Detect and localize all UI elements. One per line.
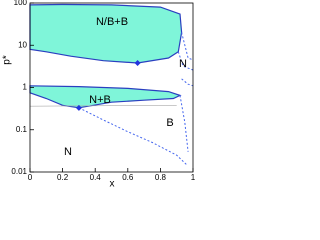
phase-region xyxy=(29,85,182,109)
dashed-boundary xyxy=(179,95,189,152)
x-tick-label: 0.8 xyxy=(155,173,167,182)
dashed-boundary xyxy=(177,51,194,71)
region-label: N xyxy=(179,58,187,70)
chart: x p* 0 0.2 0.4 0.6 0.8 1 0.01 0.1 1 10 100 N/B+B N N+… xyxy=(2,0,196,189)
x-axis-label: x xyxy=(110,179,115,189)
phase-region xyxy=(29,3,183,64)
critical-point xyxy=(75,104,82,111)
region-label: N+B xyxy=(89,94,111,106)
dashed-boundary xyxy=(181,32,194,61)
y-tick-label: 1 xyxy=(23,83,28,92)
region-label: N xyxy=(64,146,72,158)
x-tick-label: 0.6 xyxy=(122,173,134,182)
x-tick-label: 0.2 xyxy=(57,173,69,182)
y-axis-label: p* xyxy=(2,55,13,65)
region-label: B xyxy=(166,117,173,129)
x-tick-label: 0.4 xyxy=(90,173,102,182)
y-tick-label: 10 xyxy=(18,40,27,49)
y-tick-label: 0.1 xyxy=(16,125,28,134)
dashed-boundary xyxy=(181,78,194,87)
y-tick-label: 100 xyxy=(14,0,28,7)
boundary-line xyxy=(29,105,177,107)
y-tick-label: 0.01 xyxy=(11,167,27,176)
critical-point xyxy=(134,60,141,67)
region-label: N/B+B xyxy=(96,16,128,28)
x-tick-label: 0 xyxy=(28,173,33,182)
x-tick-label: 1 xyxy=(191,173,196,182)
